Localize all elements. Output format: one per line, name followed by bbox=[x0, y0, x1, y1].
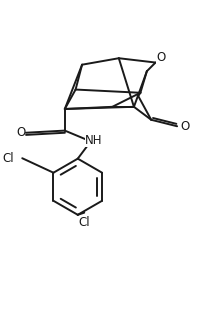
Text: O: O bbox=[156, 51, 165, 64]
Text: NH: NH bbox=[85, 134, 103, 147]
Text: Cl: Cl bbox=[78, 216, 90, 229]
Text: Cl: Cl bbox=[2, 152, 14, 165]
Text: O: O bbox=[16, 126, 25, 139]
Text: O: O bbox=[180, 120, 189, 133]
